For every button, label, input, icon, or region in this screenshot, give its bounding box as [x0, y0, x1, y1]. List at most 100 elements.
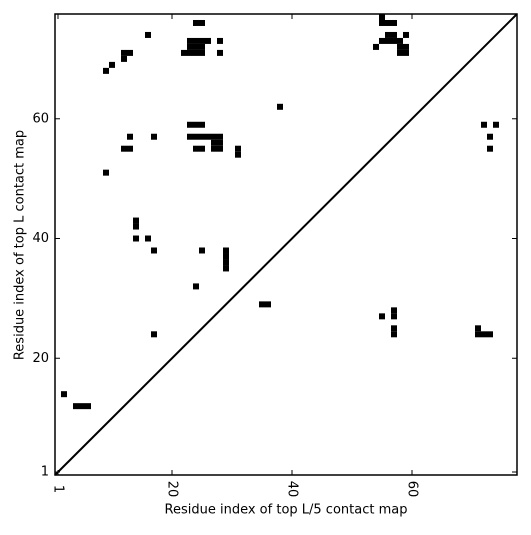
- contact-cell: [487, 145, 493, 152]
- contact-cell: [391, 19, 397, 26]
- contact-cell: [199, 121, 205, 128]
- contact-cell: [379, 19, 385, 26]
- contact-cell: [121, 49, 127, 56]
- contact-cell: [391, 37, 397, 44]
- contact-cell: [187, 133, 193, 140]
- contact-cell: [199, 49, 205, 56]
- contact-cell: [103, 67, 109, 74]
- contact-cell: [259, 301, 265, 308]
- contact-cell: [103, 169, 109, 176]
- contact-cell: [199, 19, 205, 26]
- contact-cell: [211, 139, 217, 146]
- contact-cell: [193, 43, 199, 50]
- contact-cell: [85, 403, 91, 410]
- contact-cell: [487, 331, 493, 338]
- y-axis-label: Residue index of top L contact map: [13, 130, 28, 360]
- contact-cell: [385, 37, 391, 44]
- contact-cell: [151, 247, 157, 254]
- contact-cell: [187, 37, 193, 44]
- contact-cell: [223, 265, 229, 272]
- contact-cell: [127, 133, 133, 140]
- contact-cell: [391, 31, 397, 38]
- contact-cell: [211, 133, 217, 140]
- contact-cell: [223, 247, 229, 254]
- contact-cell: [235, 151, 241, 158]
- contact-cell: [199, 133, 205, 140]
- plot-frame: [54, 13, 518, 476]
- contact-cell: [475, 325, 481, 332]
- contact-cell: [379, 313, 385, 320]
- contact-cell: [385, 19, 391, 26]
- contact-cell: [223, 259, 229, 266]
- contact-cell: [235, 145, 241, 152]
- contact-cell: [193, 19, 199, 26]
- contact-cell: [493, 121, 499, 128]
- contact-cell: [391, 313, 397, 320]
- contact-cell: [277, 103, 283, 110]
- contact-cell: [481, 331, 487, 338]
- contact-cell: [403, 43, 409, 50]
- contact-cell: [151, 331, 157, 338]
- contact-cell: [373, 43, 379, 50]
- contact-cell: [397, 43, 403, 50]
- contact-cell: [127, 49, 133, 56]
- contact-cell: [217, 37, 223, 44]
- contact-cell: [265, 301, 271, 308]
- contact-cell: [133, 217, 139, 224]
- contact-cell: [193, 133, 199, 140]
- contact-cell: [403, 49, 409, 56]
- contact-cell: [187, 49, 193, 56]
- contact-cell: [385, 31, 391, 38]
- contact-cell: [199, 247, 205, 254]
- contact-cell: [193, 145, 199, 152]
- x-tick-label: 1: [51, 485, 66, 493]
- contact-cell: [217, 49, 223, 56]
- contact-cell: [193, 37, 199, 44]
- contact-cell: [397, 49, 403, 56]
- contact-cell: [397, 37, 403, 44]
- y-tick-label: 20: [32, 351, 49, 366]
- contact-cell: [187, 121, 193, 128]
- contact-cell: [379, 14, 385, 20]
- contact-cell: [391, 325, 397, 332]
- contact-cell: [79, 403, 85, 410]
- contact-cell: [151, 133, 157, 140]
- contact-cell: [487, 133, 493, 140]
- contact-cell: [199, 43, 205, 50]
- x-tick-label: 20: [165, 481, 180, 498]
- contact-cell: [205, 133, 211, 140]
- contact-cell: [391, 307, 397, 314]
- contact-cell: [127, 145, 133, 152]
- x-tick-label: 60: [405, 481, 420, 498]
- contact-cell: [217, 139, 223, 146]
- contact-cell: [217, 145, 223, 152]
- contact-cell: [133, 235, 139, 242]
- y-tick-label: 1: [41, 465, 49, 480]
- contact-cell: [217, 133, 223, 140]
- contact-cell: [121, 145, 127, 152]
- contact-cell: [475, 331, 481, 338]
- contact-cell: [379, 37, 385, 44]
- contact-cell: [145, 235, 151, 242]
- contact-cell: [73, 403, 79, 410]
- contact-cell: [211, 145, 217, 152]
- contact-cell: [187, 43, 193, 50]
- x-axis-label: Residue index of top L/5 contact map: [165, 503, 408, 518]
- contact-cell: [193, 121, 199, 128]
- contact-cell: [199, 37, 205, 44]
- contact-cell: [109, 61, 115, 68]
- contact-cell: [61, 391, 67, 398]
- contact-cell: [133, 223, 139, 230]
- x-tick-label: 40: [285, 481, 300, 498]
- contact-cell: [481, 121, 487, 128]
- contact-cell: [391, 331, 397, 338]
- y-tick-label: 40: [32, 231, 49, 246]
- diagonal: [54, 13, 518, 476]
- contact-cell: [181, 49, 187, 56]
- y-tick-label: 60: [32, 111, 49, 126]
- contact-cell: [193, 283, 199, 290]
- contact-cell: [193, 49, 199, 56]
- contact-cell: [205, 37, 211, 44]
- contact-cell: [121, 55, 127, 62]
